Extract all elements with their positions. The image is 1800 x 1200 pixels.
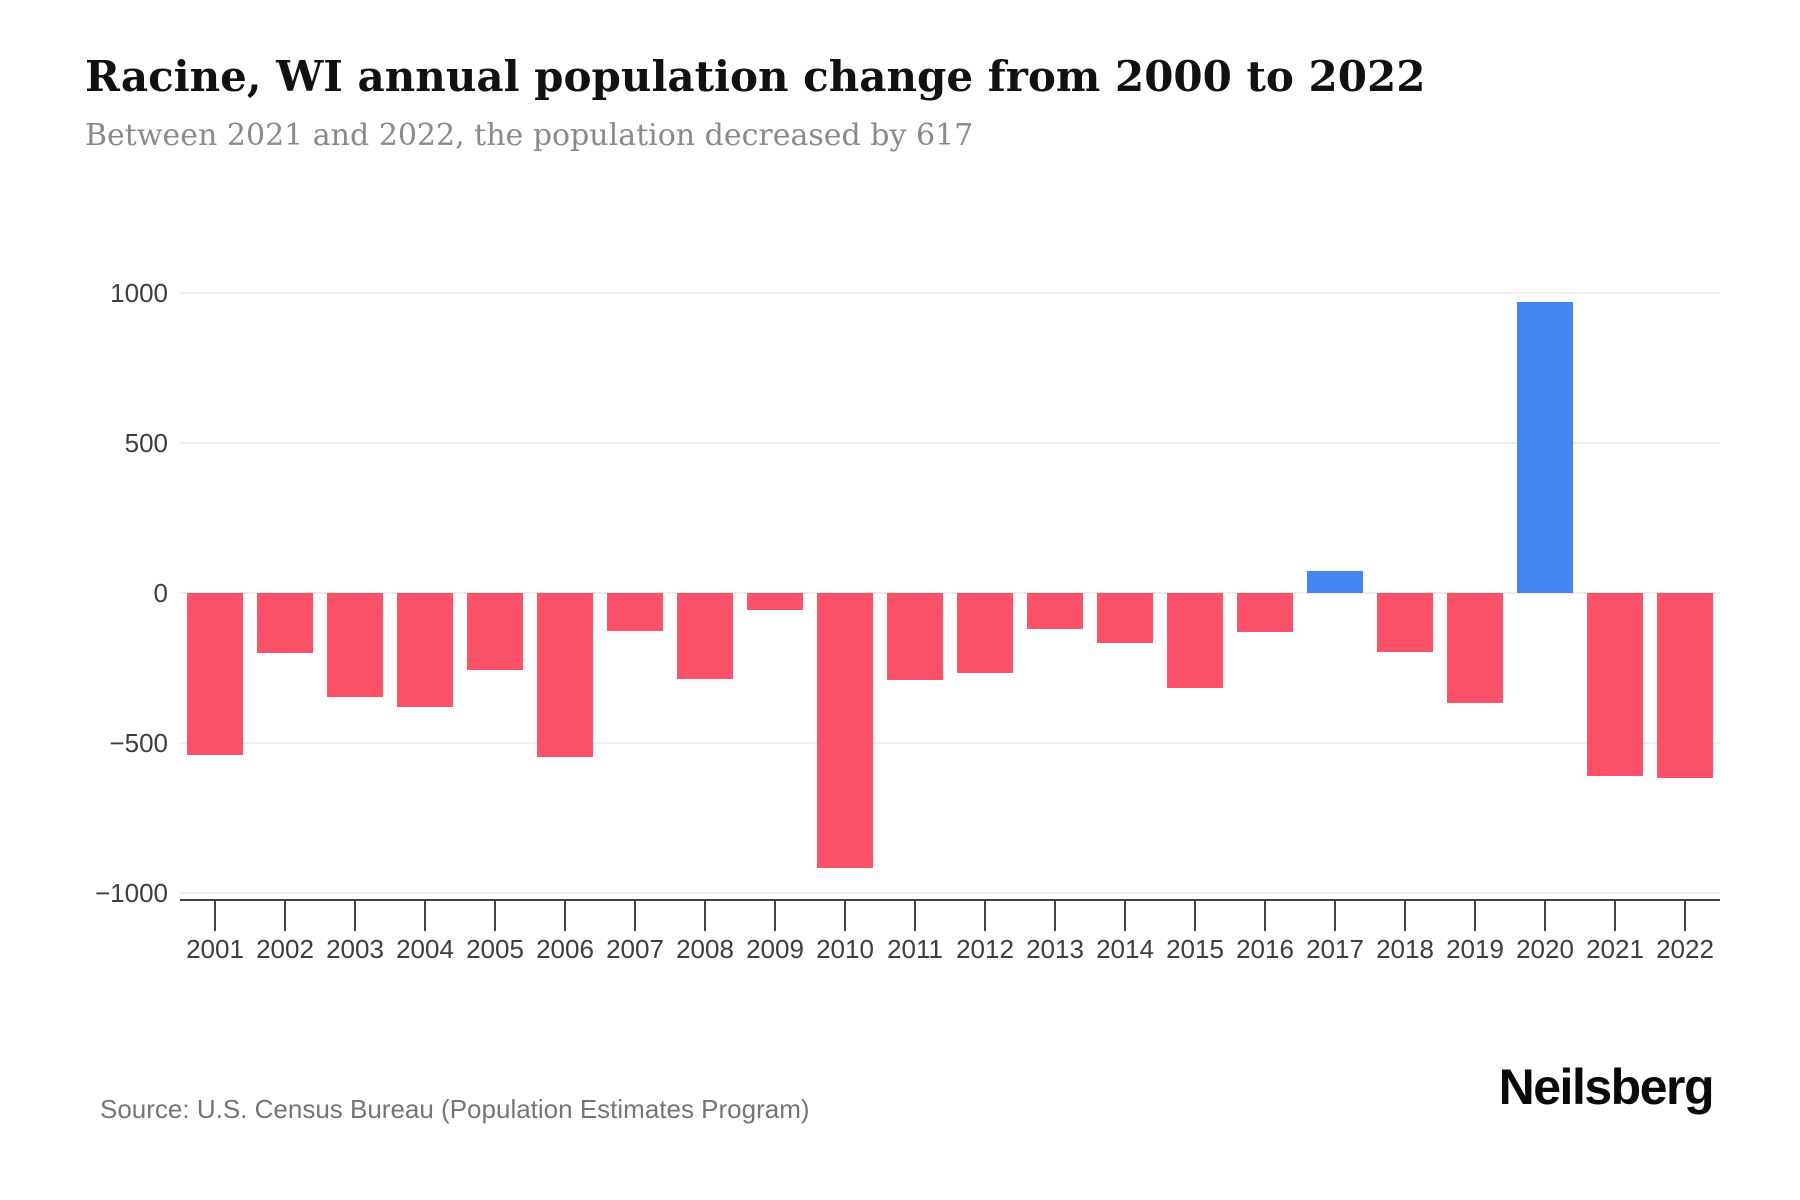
gridline--1000 [180, 892, 1720, 894]
gridline--500 [180, 742, 1720, 744]
x-axis-label-2018: 2018 [1376, 934, 1434, 964]
bar-2003[interactable] [327, 593, 383, 697]
bar-2005[interactable] [467, 593, 523, 670]
bar-2014[interactable] [1097, 593, 1153, 643]
x-tick-2022 [1684, 901, 1686, 931]
x-axis-label-2020: 2020 [1516, 934, 1574, 964]
x-axis-label-2019: 2019 [1446, 934, 1504, 964]
x-tick-2012 [984, 901, 986, 931]
x-tick-2006 [564, 901, 566, 931]
x-axis-label-2017: 2017 [1306, 934, 1364, 964]
x-axis-label-2006: 2006 [536, 934, 594, 964]
x-axis-label-2003: 2003 [326, 934, 384, 964]
x-tick-2004 [424, 901, 426, 931]
x-tick-2002 [284, 901, 286, 931]
bar-2020[interactable] [1517, 302, 1573, 593]
bar-2007[interactable] [607, 593, 663, 631]
y-axis-label--1000: −1000 [94, 878, 168, 908]
x-tick-2013 [1054, 901, 1056, 931]
bar-2001[interactable] [187, 593, 243, 755]
bar-chart-plot-area: 1000 500 0 −500 −1000 2001 2002 2003 2004 2005 200… [94, 278, 1720, 964]
x-axis-label-2012: 2012 [956, 934, 1014, 964]
x-tick-2007 [634, 901, 636, 931]
x-tick-2019 [1474, 901, 1476, 931]
x-tick-2003 [354, 901, 356, 931]
bar-2016[interactable] [1237, 593, 1293, 632]
x-axis-line [180, 899, 1720, 901]
x-tick-2015 [1194, 901, 1196, 931]
bar-2011[interactable] [887, 593, 943, 680]
bar-2015[interactable] [1167, 593, 1223, 688]
gridline-0 [180, 592, 1720, 594]
x-tick-2018 [1404, 901, 1406, 931]
bar-2008[interactable] [677, 593, 733, 679]
x-tick-2021 [1614, 901, 1616, 931]
x-tick-2001 [214, 901, 216, 931]
y-axis-label-0: 0 [153, 578, 168, 608]
source-attribution: Source: U.S. Census Bureau (Population E… [100, 1094, 810, 1124]
bar-2009[interactable] [747, 593, 803, 610]
x-tick-2017 [1334, 901, 1336, 931]
x-tick-2009 [774, 901, 776, 931]
gridline-500 [180, 442, 1720, 444]
bar-2017[interactable] [1307, 570, 1363, 593]
x-tick-2016 [1264, 901, 1266, 931]
x-axis-label-2005: 2005 [466, 934, 524, 964]
x-axis-label-2015: 2015 [1166, 934, 1224, 964]
x-axis-label-2004: 2004 [396, 934, 454, 964]
x-axis-label-2016: 2016 [1236, 934, 1294, 964]
x-axis-label-2013: 2013 [1026, 934, 1084, 964]
y-axis-label-500: 500 [124, 428, 168, 458]
x-tick-2014 [1124, 901, 1126, 931]
x-axis-label-2010: 2010 [816, 934, 874, 964]
bar-2021[interactable] [1587, 593, 1643, 776]
y-axis-label-1000: 1000 [110, 278, 168, 308]
neilsberg-logo[interactable]: Neilsberg [1498, 1059, 1715, 1115]
x-axis-label-2001: 2001 [186, 934, 244, 964]
x-tick-2010 [844, 901, 846, 931]
bar-2006[interactable] [537, 593, 593, 757]
bar-2019[interactable] [1447, 593, 1503, 703]
chart-title: Racine, WI annual population change from… [85, 52, 1426, 101]
x-axis-label-2007: 2007 [606, 934, 664, 964]
x-axis-label-2009: 2009 [746, 934, 804, 964]
chart-subtitle: Between 2021 and 2022, the population de… [85, 118, 974, 153]
x-axis-label-2021: 2021 [1586, 934, 1644, 964]
x-tick-2005 [494, 901, 496, 931]
bar-2002[interactable] [257, 593, 313, 653]
gridline-1000 [180, 292, 1720, 294]
x-axis-label-2011: 2011 [887, 934, 943, 964]
x-axis-label-2022: 2022 [1656, 934, 1714, 964]
x-tick-2020 [1544, 901, 1546, 931]
bar-2010[interactable] [817, 593, 873, 868]
x-axis-label-2008: 2008 [676, 934, 734, 964]
x-axis-label-2014: 2014 [1096, 934, 1154, 964]
bar-2004[interactable] [397, 593, 453, 707]
x-tick-2008 [704, 901, 706, 931]
bar-2013[interactable] [1027, 593, 1083, 629]
y-axis-label--500: −500 [109, 728, 168, 758]
x-axis-label-2002: 2002 [256, 934, 314, 964]
bar-2022[interactable] [1657, 593, 1713, 779]
x-tick-2011 [914, 901, 916, 931]
bar-2018[interactable] [1377, 593, 1433, 652]
bar-2012[interactable] [957, 593, 1013, 673]
